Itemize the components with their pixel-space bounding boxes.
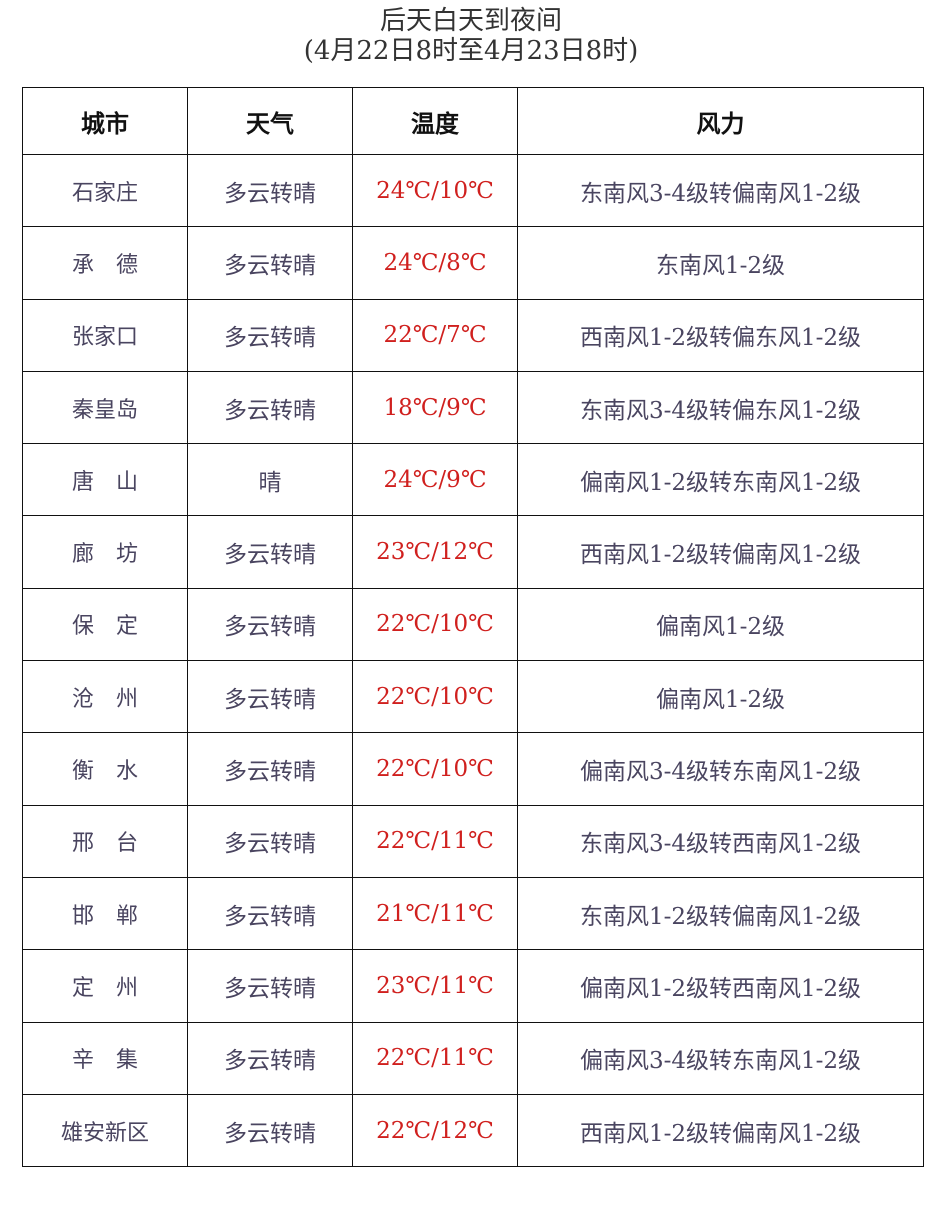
- header-temperature: 温度: [352, 87, 518, 155]
- wind-cell: 偏南风1-2级: [517, 660, 924, 734]
- table-row: 秦皇岛 多云转晴 18℃/9℃ 东南风3-4级转偏东风1-2级: [22, 370, 924, 445]
- weather-cell: 多云转晴: [187, 949, 353, 1023]
- wind-cell: 西南风1-2级转偏南风1-2级: [517, 1093, 924, 1168]
- table-row: 定 州多云转晴 23℃/11℃ 偏南风1-2级转西南风1-2级: [22, 949, 924, 1023]
- city-cell: 承 德: [22, 226, 188, 300]
- weather-table: 城市 天气 温度 风力 石家庄 多云转晴 24℃/10℃ 东南风3-4级转偏南风1-2…: [22, 87, 924, 1168]
- temperature-cell: 22℃/10℃: [352, 732, 518, 806]
- table-row: 保 定多云转晴 22℃/10℃ 偏南风1-2级: [22, 587, 924, 662]
- header-weather: 天气: [187, 87, 353, 155]
- temperature-cell: 23℃/12℃: [352, 515, 518, 589]
- weather-cell: 多云转晴: [187, 1021, 353, 1095]
- weather-cell: 多云转晴: [187, 153, 353, 228]
- city-cell: 沧 州: [22, 660, 188, 734]
- header-wind: 风力: [517, 87, 924, 155]
- wind-cell: 西南风1-2级转偏南风1-2级: [517, 515, 924, 589]
- table-row: 唐 山晴 24℃/9℃ 偏南风1-2级转东南风1-2级: [22, 443, 924, 517]
- weather-cell: 多云转晴: [187, 876, 353, 951]
- city-cell: 辛 集: [22, 1021, 188, 1095]
- city-cell: 保 定: [22, 587, 188, 662]
- city-cell: 衡 水: [22, 732, 188, 806]
- wind-cell: 偏南风1-2级转东南风1-2级: [517, 443, 924, 517]
- wind-cell: 偏南风1-2级: [517, 587, 924, 662]
- wind-cell: 偏南风3-4级转东南风1-2级: [517, 732, 924, 806]
- temperature-cell: 22℃/10℃: [352, 660, 518, 734]
- temperature-cell: 24℃/9℃: [352, 443, 518, 517]
- city-cell: 秦皇岛: [22, 370, 188, 445]
- weather-cell: 多云转晴: [187, 587, 353, 662]
- table-row: 邢 台多云转晴 22℃/11℃ 东南风3-4级转西南风1-2级: [22, 804, 924, 878]
- temperature-cell: 24℃/10℃: [352, 153, 518, 228]
- city-cell: 唐 山: [22, 443, 188, 517]
- temperature-cell: 22℃/10℃: [352, 587, 518, 662]
- wind-cell: 偏南风3-4级转东南风1-2级: [517, 1021, 924, 1095]
- weather-cell: 多云转晴: [187, 732, 353, 806]
- table-header-row: 城市 天气 温度 风力: [22, 87, 924, 155]
- page-title: 后天白天到夜间: [379, 6, 562, 36]
- weather-cell: 多云转晴: [187, 226, 353, 300]
- weather-cell: 多云转晴: [187, 298, 353, 372]
- temperature-cell: 23℃/11℃: [352, 949, 518, 1023]
- city-cell: 张家口: [22, 298, 188, 372]
- wind-cell: 东南风1-2级转偏南风1-2级: [517, 876, 924, 951]
- wind-cell: 东南风3-4级转西南风1-2级: [517, 804, 924, 878]
- city-cell: 邯 郸: [22, 876, 188, 951]
- temperature-cell: 22℃/11℃: [352, 804, 518, 878]
- temperature-cell: 21℃/11℃: [352, 876, 518, 951]
- city-cell: 邢 台: [22, 804, 188, 878]
- table-row: 辛 集多云转晴 22℃/11℃ 偏南风3-4级转东南风1-2级: [22, 1021, 924, 1095]
- temperature-cell: 22℃/11℃: [352, 1021, 518, 1095]
- table-row: 邯 郸多云转晴 21℃/11℃ 东南风1-2级转偏南风1-2级: [22, 876, 924, 951]
- city-cell: 雄安新区: [22, 1093, 188, 1168]
- city-cell: 石家庄: [22, 153, 188, 228]
- table-row: 衡 水多云转晴 22℃/10℃ 偏南风3-4级转东南风1-2级: [22, 732, 924, 806]
- wind-cell: 东南风3-4级转偏东风1-2级: [517, 370, 924, 445]
- weather-cell: 多云转晴: [187, 1093, 353, 1168]
- table-row: 廊 坊多云转晴 23℃/12℃ 西南风1-2级转偏南风1-2级: [22, 515, 924, 589]
- table-row: 沧 州多云转晴 22℃/10℃ 偏南风1-2级: [22, 660, 924, 734]
- city-cell: 廊 坊: [22, 515, 188, 589]
- weather-cell: 多云转晴: [187, 660, 353, 734]
- weather-cell: 晴: [187, 443, 353, 517]
- temperature-cell: 22℃/12℃: [352, 1093, 518, 1168]
- weather-cell: 多云转晴: [187, 370, 353, 445]
- wind-cell: 偏南风1-2级转西南风1-2级: [517, 949, 924, 1023]
- table-row: 石家庄 多云转晴 24℃/10℃ 东南风3-4级转偏南风1-2级: [22, 153, 924, 228]
- page-subtitle: (4月22日8时至4月23日8时): [303, 36, 639, 66]
- weather-cell: 多云转晴: [187, 515, 353, 589]
- table-row: 张家口 多云转晴 22℃/7℃ 西南风1-2级转偏东风1-2级: [22, 298, 924, 372]
- wind-cell: 东南风1-2级: [517, 226, 924, 300]
- wind-cell: 东南风3-4级转偏南风1-2级: [517, 153, 924, 228]
- temperature-cell: 24℃/8℃: [352, 226, 518, 300]
- weather-cell: 多云转晴: [187, 804, 353, 878]
- temperature-cell: 18℃/9℃: [352, 370, 518, 445]
- table-row: 承 德多云转晴 24℃/8℃ 东南风1-2级: [22, 226, 924, 300]
- wind-cell: 西南风1-2级转偏东风1-2级: [517, 298, 924, 372]
- header-city: 城市: [22, 87, 188, 155]
- temperature-cell: 22℃/7℃: [352, 298, 518, 372]
- city-cell: 定 州: [22, 949, 188, 1023]
- table-row: 雄安新区 多云转晴 22℃/12℃ 西南风1-2级转偏南风1-2级: [22, 1093, 924, 1168]
